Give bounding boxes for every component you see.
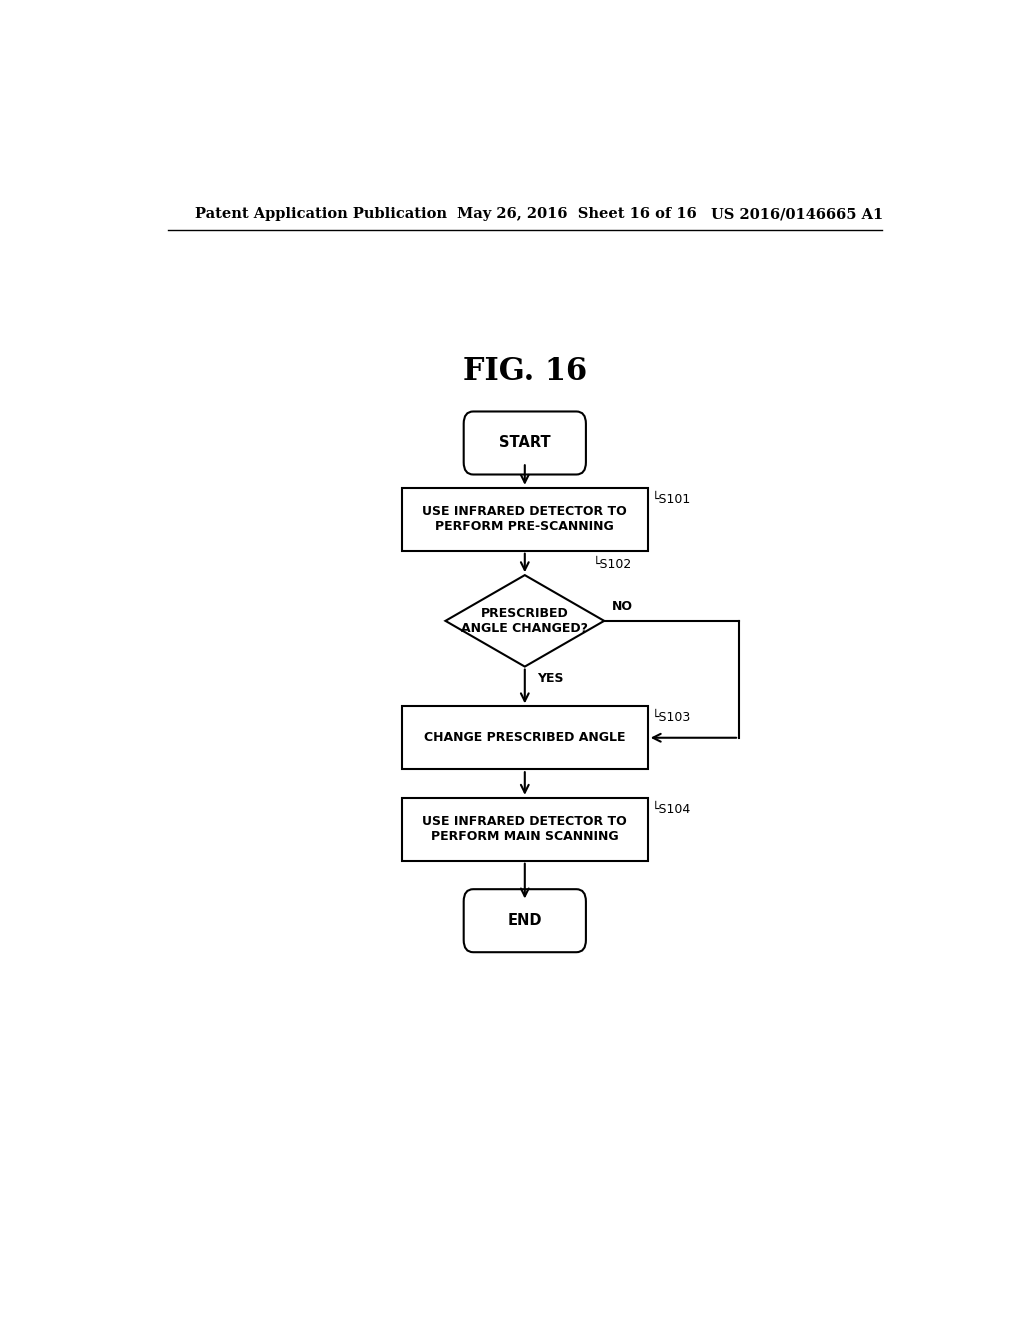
Text: YES: YES (537, 672, 563, 685)
Text: NO: NO (612, 599, 633, 612)
Text: CHANGE PRESCRIBED ANGLE: CHANGE PRESCRIBED ANGLE (424, 731, 626, 744)
Text: PRESCRIBED
ANGLE CHANGED?: PRESCRIBED ANGLE CHANGED? (461, 607, 589, 635)
Text: May 26, 2016  Sheet 16 of 16: May 26, 2016 Sheet 16 of 16 (458, 207, 697, 222)
Text: USE INFRARED DETECTOR TO
PERFORM MAIN SCANNING: USE INFRARED DETECTOR TO PERFORM MAIN SC… (423, 816, 627, 843)
Text: └S104: └S104 (652, 803, 691, 816)
Text: USE INFRARED DETECTOR TO
PERFORM PRE-SCANNING: USE INFRARED DETECTOR TO PERFORM PRE-SCA… (423, 506, 627, 533)
FancyBboxPatch shape (464, 412, 586, 474)
Text: US 2016/0146665 A1: US 2016/0146665 A1 (712, 207, 884, 222)
Bar (401, 706, 648, 770)
Text: END: END (508, 913, 542, 928)
Text: FIG. 16: FIG. 16 (463, 356, 587, 387)
Bar (401, 797, 648, 861)
Bar (401, 487, 648, 550)
FancyBboxPatch shape (464, 890, 586, 952)
Text: └S103: └S103 (652, 711, 691, 725)
Text: └S101: └S101 (652, 492, 691, 506)
Text: └S102: └S102 (592, 558, 632, 572)
Text: Patent Application Publication: Patent Application Publication (196, 207, 447, 222)
Text: START: START (499, 436, 551, 450)
Polygon shape (445, 576, 604, 667)
